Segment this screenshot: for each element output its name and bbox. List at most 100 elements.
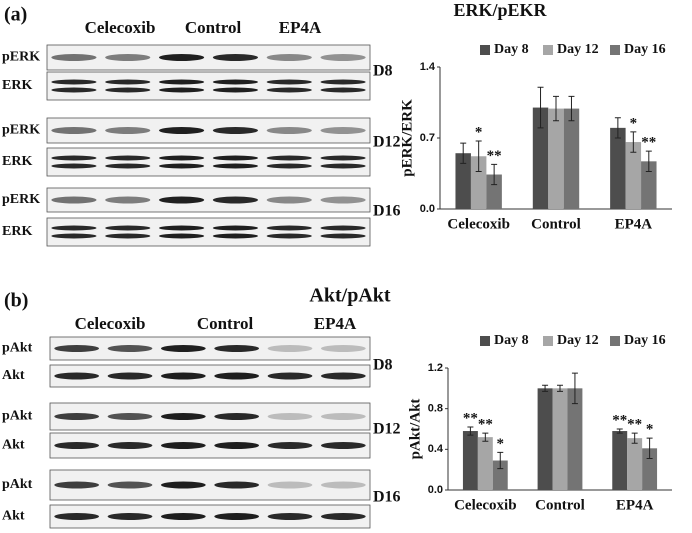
significance: * xyxy=(497,436,505,452)
blot-label: pAkt xyxy=(2,477,33,492)
band xyxy=(212,79,259,85)
blot xyxy=(49,336,371,361)
band xyxy=(158,163,205,169)
day-label: D12 xyxy=(373,421,401,438)
blot-label: pERK xyxy=(2,123,40,138)
band xyxy=(212,225,259,231)
band xyxy=(107,513,153,520)
error-bar xyxy=(475,140,482,172)
bar xyxy=(486,174,502,209)
legend-swatch xyxy=(480,45,490,55)
blot xyxy=(49,402,371,431)
band xyxy=(267,345,313,352)
x-tick-label: EP4A xyxy=(616,497,654,513)
band xyxy=(107,345,153,352)
band xyxy=(266,163,312,169)
blot-label: pERK xyxy=(2,50,40,65)
band xyxy=(266,87,312,93)
band xyxy=(54,413,100,420)
x-tick-label: Celecoxib xyxy=(447,216,509,232)
blot xyxy=(49,432,371,459)
band xyxy=(214,513,260,520)
panel-heading: ERK/pEKR xyxy=(453,0,547,20)
band xyxy=(320,233,366,239)
band xyxy=(212,196,259,204)
error-bar xyxy=(630,131,637,153)
band xyxy=(320,513,366,520)
error-bar xyxy=(482,432,489,442)
blot xyxy=(46,147,371,177)
significance: ** xyxy=(641,135,656,151)
y-tick-label: 0.7 xyxy=(420,132,435,144)
band xyxy=(320,225,366,231)
band xyxy=(212,54,259,61)
band xyxy=(158,79,205,85)
band xyxy=(54,345,100,352)
band xyxy=(160,372,206,380)
band xyxy=(320,372,366,380)
blot xyxy=(46,44,371,71)
band xyxy=(54,481,100,489)
band xyxy=(320,345,366,352)
blot-label: Akt xyxy=(2,509,25,524)
error-bar xyxy=(460,142,467,164)
bar xyxy=(567,388,583,490)
legend-swatch xyxy=(543,336,553,346)
blot xyxy=(46,117,371,144)
band xyxy=(158,87,205,93)
blot-label: pAkt xyxy=(2,341,33,356)
band xyxy=(107,442,153,449)
band xyxy=(51,79,97,85)
blot-label: ERK xyxy=(2,78,32,93)
legend-swatch xyxy=(610,45,620,55)
band xyxy=(320,79,366,85)
band xyxy=(212,87,259,93)
group-label: Celecoxib xyxy=(85,18,156,37)
error-bar xyxy=(568,95,575,122)
error-bar xyxy=(645,150,652,172)
error-bar xyxy=(542,384,549,392)
band xyxy=(107,481,153,489)
band xyxy=(105,196,151,204)
bar xyxy=(455,153,471,209)
band xyxy=(214,413,260,420)
blot-label: pERK xyxy=(2,192,40,207)
band xyxy=(320,442,366,449)
significance: ** xyxy=(463,410,478,426)
bar xyxy=(641,161,657,209)
group-label: Control xyxy=(185,18,242,37)
bar xyxy=(552,388,568,490)
bar xyxy=(610,127,626,209)
band xyxy=(214,481,260,489)
bar xyxy=(548,108,564,209)
blot xyxy=(49,364,371,388)
group-label: EP4A xyxy=(279,18,322,37)
panel-label: (a) xyxy=(4,4,27,26)
legend-swatch xyxy=(610,336,620,346)
blot-label: ERK xyxy=(2,224,32,239)
band xyxy=(212,127,259,134)
significance: ** xyxy=(627,417,642,433)
bar xyxy=(477,437,493,490)
band xyxy=(158,127,205,134)
band xyxy=(160,345,206,352)
band xyxy=(158,225,205,231)
legend-label: Day 16 xyxy=(624,333,666,348)
bar xyxy=(492,460,508,490)
y-tick-label: 0.0 xyxy=(428,484,443,496)
legend-swatch xyxy=(480,336,490,346)
blot-label: ERK xyxy=(2,154,32,169)
band xyxy=(107,413,153,420)
band xyxy=(160,481,206,489)
bar xyxy=(563,108,580,209)
legend-label: Day 12 xyxy=(557,42,599,57)
significance: ** xyxy=(487,148,502,164)
y-tick-label: 0.8 xyxy=(428,403,443,415)
error-bar xyxy=(467,426,474,436)
band xyxy=(266,54,312,61)
error-bar xyxy=(557,384,563,392)
band xyxy=(320,196,366,204)
band xyxy=(214,442,260,449)
x-tick-label: EP4A xyxy=(615,216,653,232)
